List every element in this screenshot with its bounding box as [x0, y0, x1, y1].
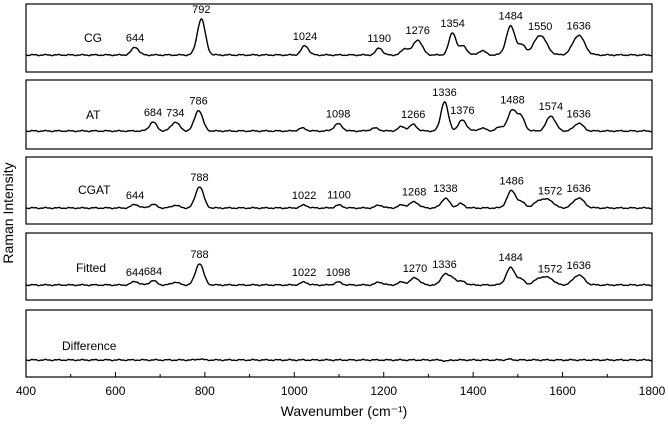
- peak-label: 734: [166, 107, 184, 119]
- peak-label: 1022: [292, 267, 316, 279]
- panels-group: CG 644 792 1024 1190 1276 1354 1484 1550 1636 AT 68…: [25, 3, 653, 378]
- peak-label: 1550: [528, 21, 552, 33]
- spectrum-line-fitted: [25, 263, 653, 287]
- y-axis-label: Raman Intensity: [0, 162, 16, 263]
- peak-label: 1574: [539, 101, 563, 113]
- x-tick-label: 1600: [549, 384, 576, 398]
- peak-label: 1484: [498, 252, 522, 264]
- peak-label: 1270: [403, 263, 427, 275]
- peak-label: 1572: [538, 263, 562, 275]
- spectrum-line-cg: [25, 18, 653, 57]
- peak-label: 1276: [405, 25, 429, 37]
- peak-label: 644: [126, 190, 144, 202]
- peak-label: 1338: [433, 183, 457, 195]
- panel-cgat: CGAT 644 788 1022 1100 1268 1338 1486 1572 1636: [25, 156, 653, 225]
- panel-label: CGAT: [78, 183, 111, 197]
- peak-label: 1488: [500, 95, 524, 107]
- spectrum-line-cgat: [25, 186, 653, 210]
- panel-fitted: Fitted 644 684 788 1022 1098 1270 1336 1484 1572 1…: [25, 232, 653, 301]
- peak-label: 1190: [367, 33, 391, 45]
- panel-label: Fitted: [76, 261, 106, 275]
- x-tick-label: 800: [195, 384, 215, 398]
- peak-label: 684: [144, 266, 162, 278]
- peak-label: 1336: [432, 259, 456, 271]
- panel-frame: [25, 156, 653, 225]
- x-tick-label: 1200: [370, 384, 397, 398]
- peak-label: 1636: [566, 183, 590, 195]
- panel-difference: Difference: [25, 309, 653, 378]
- peak-label: 1268: [402, 186, 426, 198]
- peak-label: 1636: [566, 108, 590, 120]
- x-tick-label: 1800: [639, 384, 666, 398]
- peak-label: 1336: [432, 87, 456, 99]
- peak-label: 1636: [566, 20, 590, 32]
- panel-frame: [25, 79, 653, 150]
- spectrum-line-difference: [25, 358, 653, 363]
- peak-label: 1100: [327, 190, 351, 202]
- panel-label: AT: [86, 108, 101, 122]
- peak-label: 644: [126, 267, 144, 279]
- panel-frame: [25, 3, 653, 73]
- panel-label: CG: [84, 31, 102, 45]
- peak-label: 1486: [499, 175, 523, 187]
- peak-label: 1022: [292, 190, 316, 202]
- peak-label: 1266: [401, 109, 425, 121]
- peak-label: 788: [190, 249, 208, 261]
- peak-label: 1024: [293, 31, 317, 43]
- x-axis-label: Wavenumber (cm⁻¹): [281, 403, 408, 419]
- x-axis-ticks: 400 600 800 1000 1200 1400 1600 1800: [16, 372, 666, 398]
- peak-label: 1354: [440, 18, 464, 30]
- spectrum-line-at: [25, 101, 653, 133]
- peak-label: 1572: [538, 185, 562, 197]
- peak-label: 1098: [326, 267, 350, 279]
- peak-label: 1636: [566, 260, 590, 272]
- peak-label: 1098: [326, 109, 350, 121]
- peak-label: 1484: [498, 11, 522, 23]
- panel-frame: [25, 309, 653, 378]
- x-tick-label: 1400: [460, 384, 487, 398]
- x-tick-label: 1000: [281, 384, 308, 398]
- peak-label: 1376: [450, 105, 474, 117]
- panel-frame: [25, 232, 653, 301]
- peak-label: 786: [189, 96, 207, 108]
- x-tick-label: 400: [16, 384, 36, 398]
- peak-label: 684: [144, 107, 162, 119]
- panel-label: Difference: [62, 339, 117, 353]
- peak-label: 788: [190, 172, 208, 184]
- x-tick-label: 600: [105, 384, 125, 398]
- peak-label: 792: [192, 4, 210, 16]
- panel-cg: CG 644 792 1024 1190 1276 1354 1484 1550 1636: [25, 3, 653, 73]
- peak-label: 644: [126, 33, 144, 45]
